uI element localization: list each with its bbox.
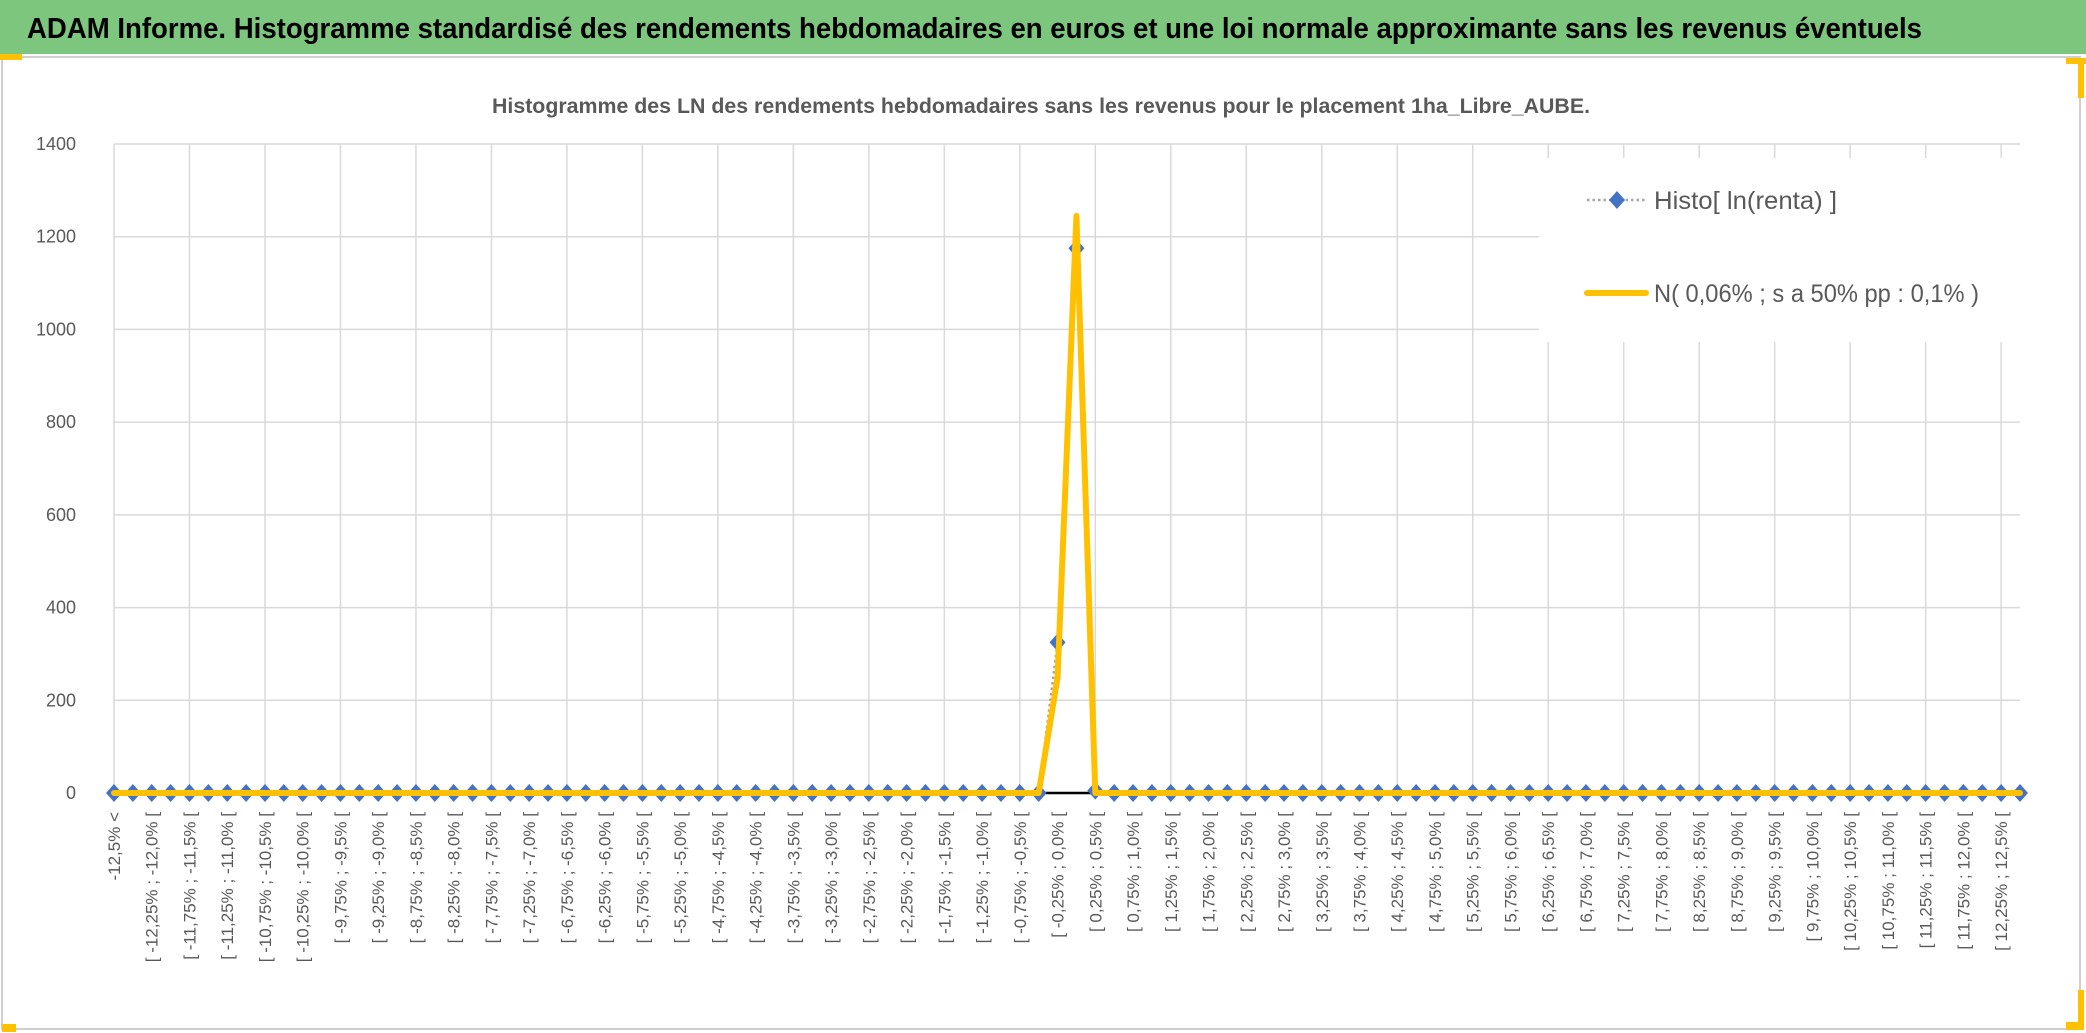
legend-histo-label: Histo[ ln(renta) ] xyxy=(1654,187,1837,215)
x-tick-label: [ -10,75% ; -10,5% [ xyxy=(256,812,275,963)
x-tick-label: [ -8,25% ; -8,0% [ xyxy=(445,812,464,944)
x-tick-label: [ 9,75% ; 10,0% [ xyxy=(1803,812,1822,942)
y-tick-label: 200 xyxy=(46,690,76,710)
legend[interactable]: Histo[ ln(renta) ] N( 0,06% ; s a 50% pp… xyxy=(1539,158,2039,342)
header-bar xyxy=(0,0,2086,54)
normal-line xyxy=(111,212,2023,796)
x-tick-label: [ -3,25% ; -3,0% [ xyxy=(822,812,841,944)
x-tick-label: [ -7,25% ; -7,0% [ xyxy=(520,812,539,944)
y-tick-label: 400 xyxy=(46,598,76,618)
legend-normal-label: N( 0,06% ; s a 50% pp : 0,1% ) xyxy=(1654,280,1979,308)
resize-handle-bottom-right[interactable] xyxy=(2066,1022,2084,1030)
x-tick-label: [ -5,75% ; -5,5% [ xyxy=(633,812,652,944)
legend-box xyxy=(1539,158,2039,342)
x-tick-label: [ 2,75% ; 3,0% [ xyxy=(1275,812,1294,932)
x-tick-label: [ 3,25% ; 3,5% [ xyxy=(1313,812,1332,932)
x-tick-label: [ -9,25% ; -9,0% [ xyxy=(369,812,388,944)
x-tick-label: [ -12,25% ; -12,0% [ xyxy=(143,812,162,963)
x-tick-label: [ 9,25% ; 9,5% [ xyxy=(1766,812,1785,932)
header-title: ADAM Informe. Histogramme standardisé de… xyxy=(27,13,1922,45)
y-tick-label: 1000 xyxy=(36,319,76,339)
x-tick-label: [ -6,25% ; -6,0% [ xyxy=(596,812,615,944)
chart-title: Histogramme des LN des rendements hebdom… xyxy=(492,95,1590,118)
x-tick-label: [ 4,25% ; 4,5% [ xyxy=(1388,812,1407,932)
resize-handle-bottom-left[interactable] xyxy=(2,1024,16,1032)
x-tick-label: [ 6,25% ; 6,5% [ xyxy=(1539,812,1558,932)
x-tick-label: [ 1,25% ; 1,5% [ xyxy=(1162,812,1181,932)
x-tick-label: [ 7,75% ; 8,0% [ xyxy=(1652,812,1671,932)
x-tick-label: [ 8,25% ; 8,5% [ xyxy=(1690,812,1709,932)
legend-item-histo[interactable]: Histo[ ln(renta) ] xyxy=(1587,187,1837,215)
plot-series xyxy=(106,212,2028,802)
x-tick-label: [ 7,25% ; 7,5% [ xyxy=(1615,812,1634,932)
x-tick-label: [ 11,75% ; 12,0% [ xyxy=(1954,812,1973,950)
legend-histo-diamond-icon xyxy=(1609,191,1625,209)
x-tick-label: [ -1,75% ; -1,5% [ xyxy=(935,812,954,944)
x-tick-label: [ -0,75% ; -0,5% [ xyxy=(1011,812,1030,944)
x-axis-tick-labels: -12,5% < [ -12,25% ; -12,0% [ [ -11,75% ; … xyxy=(105,812,2011,963)
x-tick-label: [ 5,25% ; 5,5% [ xyxy=(1464,812,1483,932)
x-tick-label: [ 6,75% ; 7,0% [ xyxy=(1577,812,1596,932)
x-tick-label: [ -10,25% ; -10,0% [ xyxy=(294,812,313,963)
x-tick-label: [ -11,25% ; -11,0% [ xyxy=(218,812,237,960)
x-tick-label: [ -11,75% ; -11,5% [ xyxy=(180,812,199,960)
x-tick-label: [ -9,75% ; -9,5% [ xyxy=(331,812,350,944)
x-tick-label: [ -8,75% ; -8,5% [ xyxy=(407,812,426,944)
x-tick-label: [ -5,25% ; -5,0% [ xyxy=(671,812,690,944)
x-tick-label: [ 11,25% ; 11,5% [ xyxy=(1917,812,1936,949)
y-tick-label: 1400 xyxy=(36,134,76,154)
x-tick-label: [ -2,75% ; -2,5% [ xyxy=(860,812,879,944)
x-tick-label: [ 12,25% ; 12,5% [ xyxy=(1992,812,2011,951)
x-tick-label: [ -0,25% ; 0,0% [ xyxy=(1049,812,1068,938)
y-tick-label: 800 xyxy=(46,412,76,432)
x-tick-label: [ 5,75% ; 6,0% [ xyxy=(1501,812,1520,932)
x-tick-label: [ -4,25% ; -4,0% [ xyxy=(747,812,766,944)
x-tick-label: [ 0,75% ; 1,0% [ xyxy=(1124,812,1143,932)
x-tick-label: [ 10,75% ; 11,0% [ xyxy=(1879,812,1898,950)
x-tick-label: [ -4,75% ; -4,5% [ xyxy=(709,812,728,944)
x-tick-label: [ 3,75% ; 4,0% [ xyxy=(1351,812,1370,932)
x-tick-label: [ 2,25% ; 2,5% [ xyxy=(1237,812,1256,932)
y-tick-label: 1200 xyxy=(36,227,76,247)
y-axis-tick-labels: 0 200 400 600 800 1000 1200 1400 xyxy=(36,134,76,803)
x-tick-label: [ -7,75% ; -7,5% [ xyxy=(482,812,501,944)
y-tick-label: 600 xyxy=(46,505,76,525)
resize-handle-bottom-right-v[interactable] xyxy=(2078,990,2084,1030)
resize-handle-top-left[interactable] xyxy=(0,54,22,60)
resize-handle-top-right[interactable] xyxy=(2066,58,2086,64)
x-tick-label: [ -3,75% ; -3,5% [ xyxy=(784,812,803,944)
x-tick-label: [ -1,25% ; -1,0% [ xyxy=(973,812,992,944)
x-tick-label: [ -6,75% ; -6,5% [ xyxy=(558,812,577,944)
x-tick-label: [ 10,25% ; 10,5% [ xyxy=(1841,812,1860,951)
x-tick-label: [ 0,25% ; 0,5% [ xyxy=(1086,812,1105,932)
x-tick-label: [ 8,75% ; 9,0% [ xyxy=(1728,812,1747,932)
x-tick-label: [ 4,75% ; 5,0% [ xyxy=(1426,812,1445,932)
legend-item-normal[interactable]: N( 0,06% ; s a 50% pp : 0,1% ) xyxy=(1584,280,1979,308)
x-tick-label: [ -2,25% ; -2,0% [ xyxy=(898,812,917,944)
resize-handle-right[interactable] xyxy=(2078,58,2084,98)
x-tick-label: -12,5% < xyxy=(105,812,124,881)
y-tick-label: 0 xyxy=(66,783,76,803)
x-tick-label: [ 1,75% ; 2,0% [ xyxy=(1200,812,1219,932)
